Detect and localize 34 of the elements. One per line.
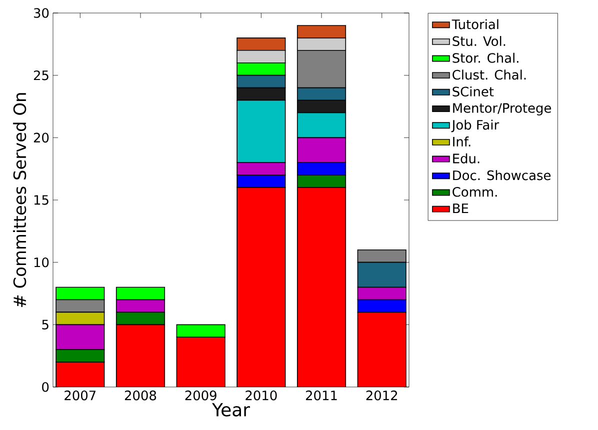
y-tick-label: 0: [42, 382, 49, 392]
legend-label: SCinet: [452, 86, 494, 96]
x-tick-label: 2010: [246, 390, 277, 400]
y-tick-label: 30: [34, 8, 49, 18]
x-tick-label: 2008: [124, 390, 156, 400]
legend-label: Stu. Vol.: [452, 36, 506, 46]
x-tick-label: 2009: [185, 390, 216, 400]
legend-label: Doc. Showcase: [453, 170, 551, 180]
legend-label: BE: [453, 204, 468, 214]
legend-label: Edu.: [453, 153, 480, 164]
bar: [176, 324, 226, 338]
legend-label: Stor. Chal.: [452, 52, 518, 63]
x-tick-label: 2007: [64, 390, 96, 400]
x-tick-label: 2012: [366, 390, 398, 400]
bar: [56, 362, 104, 387]
bar: [237, 188, 286, 387]
legend-label: Comm.: [452, 186, 497, 197]
y-tick-label: 25: [34, 70, 48, 80]
x-axis-title: Year: [212, 403, 250, 416]
y-axis-title: # Committees Served On: [13, 93, 26, 307]
x-tick-label: 2011: [306, 390, 337, 400]
y-tick-label: 20: [34, 132, 49, 143]
y-tick-label: 15: [34, 195, 48, 205]
legend-label: Mentor/Protege: [453, 103, 552, 116]
legend-label: Clust. Chal.: [452, 70, 526, 80]
legend-label: Inf.: [453, 136, 470, 146]
bar: [116, 324, 165, 387]
bar: [176, 337, 225, 387]
bar: [297, 188, 346, 387]
y-tick-label: 10: [34, 257, 49, 268]
legend-label: Job Fair: [451, 120, 500, 132]
y-tick-label: 5: [42, 320, 48, 330]
legend-label: Tutorial: [452, 19, 498, 30]
bar: [357, 312, 406, 387]
